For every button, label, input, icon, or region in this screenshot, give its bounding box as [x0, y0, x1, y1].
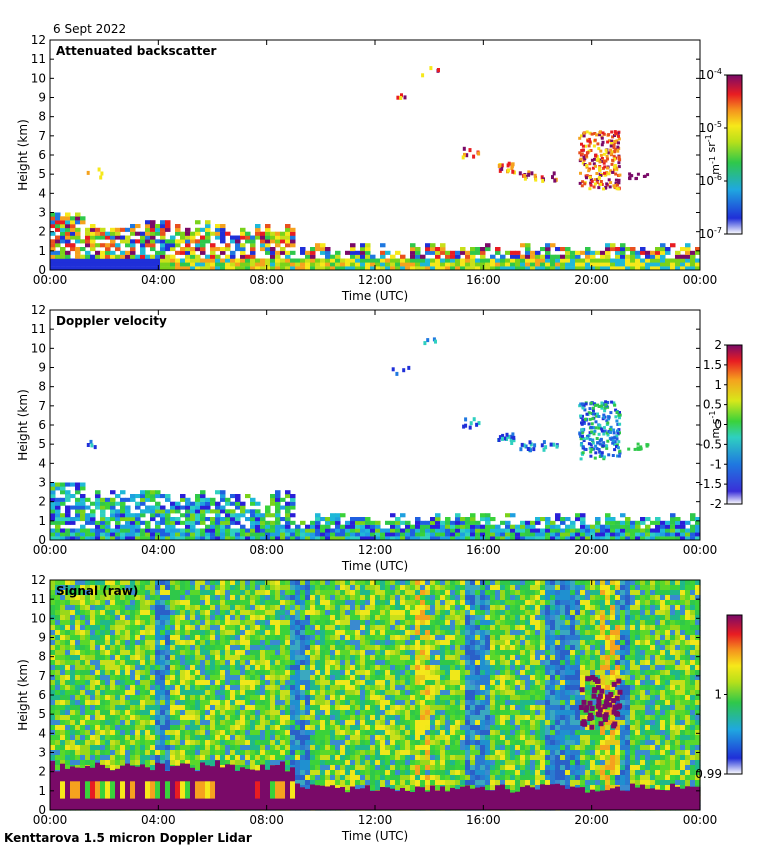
y-axis-label: Height (km): [16, 389, 30, 460]
y-tick-label: 6: [38, 418, 46, 432]
colorbar-tick-label: 2: [714, 338, 722, 352]
x-tick-label: 00:00: [33, 813, 68, 827]
y-tick-label: 3: [38, 206, 46, 220]
colorbar-tick-label: 10-4: [699, 67, 722, 82]
y-tick-label: 11: [31, 322, 46, 336]
y-tick-label: 8: [38, 650, 46, 664]
y-tick-label: 11: [31, 52, 46, 66]
y-tick-label: 7: [38, 669, 46, 683]
colorbar: [726, 344, 743, 505]
y-tick-label: 11: [31, 592, 46, 606]
colorbar-tick-label: 1: [714, 688, 722, 702]
x-tick-label: 00:00: [33, 543, 68, 557]
y-tick-label: 10: [31, 341, 46, 355]
colorbar-tick-label: 1.5: [703, 358, 722, 372]
y-tick-label: 0: [38, 533, 46, 547]
panel-title: Doppler velocity: [56, 314, 167, 328]
y-tick-label: 1: [38, 514, 46, 528]
y-tick-label: 12: [31, 303, 46, 317]
colorbar-tick-label: 0: [714, 418, 722, 432]
y-tick-label: 1: [38, 784, 46, 798]
y-tick-label: 10: [31, 71, 46, 85]
y-tick-label: 3: [38, 746, 46, 760]
y-tick-label: 7: [38, 399, 46, 413]
y-tick-label: 9: [38, 631, 46, 645]
y-tick-label: 6: [38, 148, 46, 162]
y-tick-label: 8: [38, 380, 46, 394]
colorbar: [726, 614, 743, 775]
y-tick-label: 2: [38, 765, 46, 779]
y-tick-label: 9: [38, 361, 46, 375]
colorbar-unit: m s-1: [708, 411, 722, 439]
colorbar-tick-label: 1: [714, 378, 722, 392]
x-tick-label: 20:00: [574, 813, 609, 827]
x-tick-label: 12:00: [358, 543, 393, 557]
y-tick-label: 8: [38, 110, 46, 124]
date-label: 6 Sept 2022: [53, 22, 126, 36]
y-tick-label: 12: [31, 573, 46, 587]
heatmap-data: [50, 337, 701, 541]
panel-title: Signal (raw): [56, 584, 138, 598]
y-axis-label: Height (km): [16, 659, 30, 730]
y-tick-label: 0: [38, 263, 46, 277]
y-tick-label: 4: [38, 726, 46, 740]
x-axis-label: Time (UTC): [341, 559, 408, 573]
x-tick-label: 00:00: [683, 543, 718, 557]
colorbar-tick-label: -2: [710, 497, 722, 511]
x-tick-label: 20:00: [574, 273, 609, 287]
y-tick-label: 2: [38, 495, 46, 509]
y-tick-label: 9: [38, 91, 46, 105]
x-tick-label: 04:00: [141, 813, 176, 827]
x-tick-label: 20:00: [574, 543, 609, 557]
x-axis-label: Time (UTC): [341, 829, 408, 843]
x-tick-label: 08:00: [249, 543, 284, 557]
x-axis-label: Time (UTC): [341, 289, 408, 303]
y-tick-label: 12: [31, 33, 46, 47]
colorbar-tick-label: -0.5: [699, 437, 722, 451]
y-tick-label: 4: [38, 186, 46, 200]
heatmap-data: [50, 66, 701, 271]
colorbar-tick-label: 10-6: [699, 173, 722, 188]
y-tick-label: 2: [38, 225, 46, 239]
panel-title: Attenuated backscatter: [56, 44, 216, 58]
colorbar-tick-label: -1: [710, 457, 722, 471]
x-tick-label: 12:00: [358, 273, 393, 287]
y-tick-label: 10: [31, 611, 46, 625]
x-tick-label: 08:00: [249, 813, 284, 827]
y-tick-label: 0: [38, 803, 46, 817]
colorbar-tick-label: 10-7: [699, 226, 722, 241]
colorbar-tick-label: 0.5: [703, 398, 722, 412]
x-tick-label: 12:00: [358, 813, 393, 827]
x-tick-label: 00:00: [683, 273, 718, 287]
x-tick-label: 00:00: [683, 813, 718, 827]
x-tick-label: 04:00: [141, 273, 176, 287]
panel-1: Attenuated backscatter012345678910111200…: [16, 33, 743, 303]
y-tick-label: 4: [38, 456, 46, 470]
x-tick-label: 00:00: [33, 273, 68, 287]
x-tick-label: 08:00: [249, 273, 284, 287]
heatmap-data: [50, 580, 701, 811]
y-tick-label: 1: [38, 244, 46, 258]
colorbar-tick-label: -1.5: [699, 477, 722, 491]
y-tick-label: 7: [38, 129, 46, 143]
x-tick-label: 16:00: [466, 273, 501, 287]
instrument-label: Kenttarova 1.5 micron Doppler Lidar: [4, 831, 252, 845]
colorbar-tick-label: 10-5: [699, 120, 722, 135]
colorbar: [726, 74, 743, 235]
x-tick-label: 16:00: [466, 543, 501, 557]
x-tick-label: 16:00: [466, 813, 501, 827]
y-tick-label: 6: [38, 688, 46, 702]
y-tick-label: 5: [38, 167, 46, 181]
x-tick-label: 04:00: [141, 543, 176, 557]
y-tick-label: 3: [38, 476, 46, 490]
y-tick-label: 5: [38, 437, 46, 451]
colorbar-unit: m-1 sr-1: [704, 134, 722, 174]
y-axis-label: Height (km): [16, 119, 30, 190]
y-tick-label: 5: [38, 707, 46, 721]
colorbar-tick-label: 0.99: [695, 767, 722, 781]
